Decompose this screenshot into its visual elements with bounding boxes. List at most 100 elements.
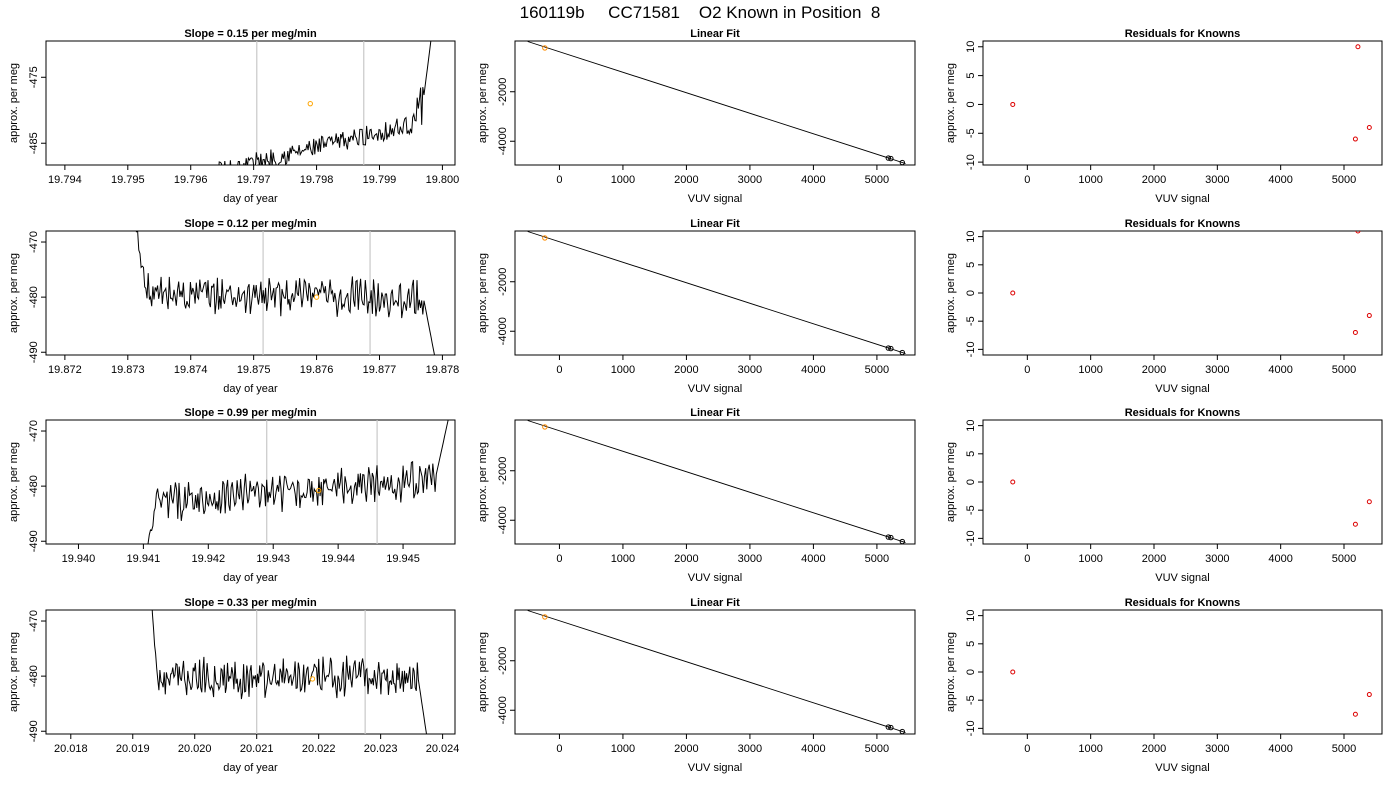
fit-point <box>542 235 548 241</box>
x-tick-label: 4000 <box>1268 174 1292 186</box>
x-tick-label: 3000 <box>738 174 762 186</box>
x-tick-label: 19.872 <box>48 364 82 376</box>
y-tick-label: -475 <box>28 66 40 88</box>
fit-point <box>899 538 906 544</box>
y-tick-label: -2000 <box>497 268 509 296</box>
x-tick-label: 19.941 <box>127 553 161 565</box>
y-tick-label: -490 <box>28 341 40 363</box>
residual-point <box>1352 711 1358 717</box>
x-tick-label: 5000 <box>865 364 889 376</box>
x-axis-label: VUV signal <box>688 762 742 774</box>
y-tick-label: -4000 <box>497 127 509 155</box>
x-tick-label: 1000 <box>611 743 635 755</box>
x-tick-label: 0 <box>556 174 562 186</box>
plot-frame <box>45 609 456 735</box>
x-tick-label: 19.795 <box>111 174 145 186</box>
y-axis-label: approx. per meg <box>477 63 489 143</box>
y-axis-label: approx. per meg <box>945 632 957 712</box>
fit-line <box>527 420 906 543</box>
fit-line <box>527 41 906 164</box>
x-axis-label: day of year <box>223 762 278 774</box>
x-tick-label: 19.794 <box>48 174 82 186</box>
x-tick-label: 19.799 <box>363 174 397 186</box>
residual-point <box>1366 125 1372 131</box>
fit-line <box>527 610 906 733</box>
y-tick-label: 10 <box>965 420 977 432</box>
fit-point <box>885 724 892 730</box>
plot-area <box>1010 231 1372 335</box>
x-tick-label: 19.878 <box>426 364 460 376</box>
panel-title: Linear Fit <box>690 597 740 609</box>
x-tick-label: 19.942 <box>191 553 225 565</box>
highlight-point <box>309 676 316 682</box>
panel-title: Linear Fit <box>690 218 740 230</box>
plot-frame <box>45 419 456 545</box>
residuals-panel-row3: Residuals for Knowns 0 1000 2000 3000 4000 500… <box>945 407 1383 584</box>
x-axis-label: VUV signal <box>1155 762 1209 774</box>
plot-frame <box>45 40 456 166</box>
y-tick-label: 5 <box>965 641 977 647</box>
fit-point <box>885 155 892 161</box>
plot-frame <box>514 609 916 735</box>
plot-frame <box>982 419 1383 545</box>
x-tick-label: 3000 <box>1205 174 1229 186</box>
x-tick-label: 5000 <box>1332 174 1356 186</box>
x-axis-label: day of year <box>223 383 278 395</box>
panel-title: Residuals for Knowns <box>1125 407 1241 419</box>
plot-frame <box>982 40 1383 166</box>
residual-point <box>1010 101 1016 107</box>
plot-area <box>527 231 906 355</box>
x-tick-label: 20.019 <box>116 743 150 755</box>
x-tick-label: 19.797 <box>237 174 271 186</box>
x-tick-label: 0 <box>1024 553 1030 565</box>
plot-area <box>1010 479 1372 527</box>
x-tick-label: 2000 <box>674 174 698 186</box>
y-axis-label: approx. per meg <box>477 632 489 712</box>
plot-area <box>207 41 432 165</box>
x-tick-label: 20.024 <box>426 743 460 755</box>
plot-area <box>147 420 449 544</box>
fit-point <box>899 159 906 165</box>
x-tick-label: 19.944 <box>321 553 355 565</box>
x-tick-label: 3000 <box>738 743 762 755</box>
x-axis-label: VUV signal <box>688 383 742 395</box>
y-tick-label: 0 <box>965 290 977 296</box>
x-tick-label: 1000 <box>611 364 635 376</box>
fit-point <box>885 345 892 351</box>
x-tick-label: 2000 <box>1142 743 1166 755</box>
y-tick-label: -2000 <box>497 647 509 675</box>
x-tick-label: 19.873 <box>111 364 145 376</box>
y-axis-label: approx. per meg <box>8 63 20 143</box>
y-tick-label: -480 <box>28 475 40 497</box>
plot-area <box>527 420 906 544</box>
x-axis-label: day of year <box>223 193 278 205</box>
x-tick-label: 19.875 <box>237 364 271 376</box>
time-series-panel-row1: Slope = 0.15 per meg/min 19.794 19.795 19.7… <box>8 28 459 205</box>
x-tick-label: 3000 <box>738 553 762 565</box>
residual-point <box>1366 313 1372 319</box>
y-tick-label: -5 <box>965 505 977 515</box>
panel-title: Slope = 0.33 per meg/min <box>184 597 317 609</box>
fit-point <box>899 728 906 734</box>
panel-title: Slope = 0.99 per meg/min <box>184 407 317 419</box>
time-series-line <box>135 231 436 355</box>
time-series-panel-row4: Slope = 0.33 per meg/min 20.018 20.019 20.0… <box>8 597 460 774</box>
y-tick-label: -5 <box>965 695 977 705</box>
x-tick-label: 2000 <box>1142 553 1166 565</box>
y-tick-label: 0 <box>965 479 977 485</box>
x-tick-label: 3000 <box>1205 553 1229 565</box>
y-tick-label: 10 <box>965 610 977 622</box>
y-axis-label: approx. per meg <box>8 442 20 522</box>
x-tick-label: 1000 <box>611 174 635 186</box>
x-tick-label: 19.874 <box>174 364 208 376</box>
x-tick-label: 19.940 <box>62 553 96 565</box>
x-tick-label: 2000 <box>674 553 698 565</box>
x-axis-label: VUV signal <box>688 572 742 584</box>
panel-title: Linear Fit <box>690 28 740 40</box>
y-tick-label: -4000 <box>497 696 509 724</box>
y-tick-label: 5 <box>965 73 977 79</box>
x-axis-label: VUV signal <box>1155 572 1209 584</box>
x-tick-label: 3000 <box>738 364 762 376</box>
residual-point <box>1352 521 1358 527</box>
